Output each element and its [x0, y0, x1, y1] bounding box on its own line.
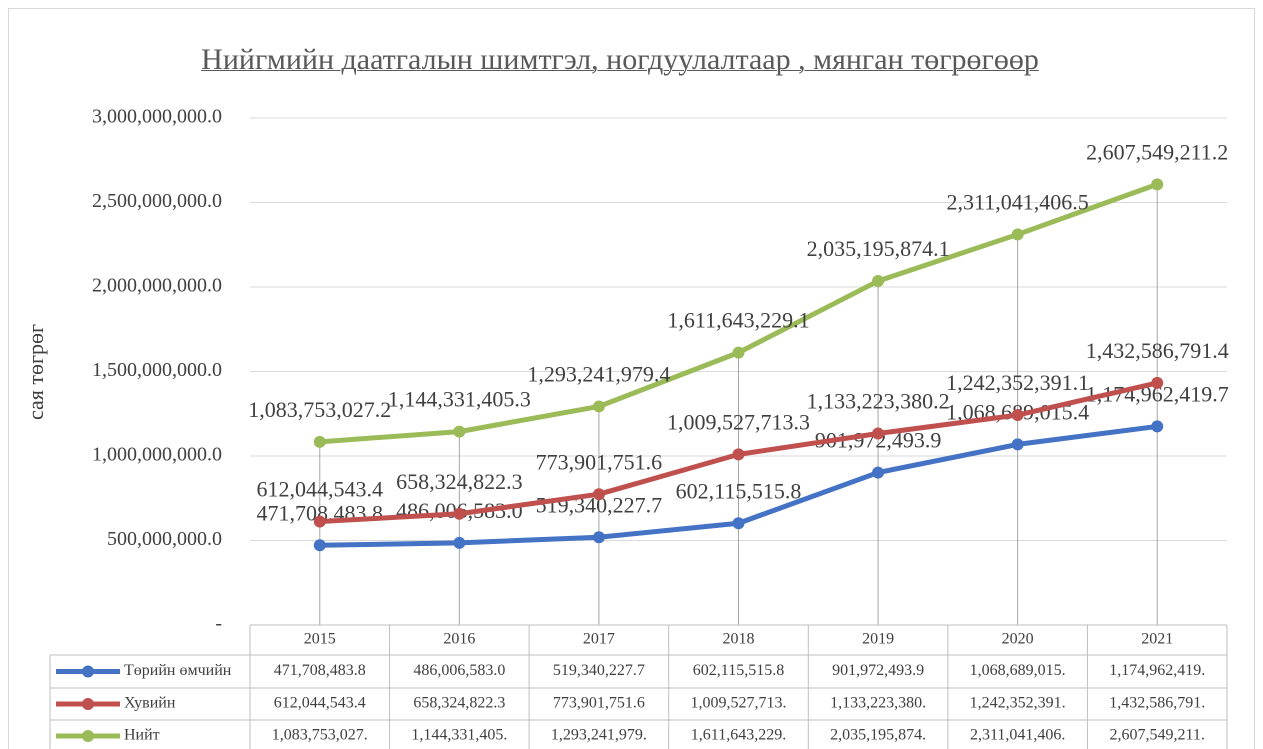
data-point — [872, 275, 885, 288]
data-point — [732, 517, 745, 530]
table-cell: 1,068,689,015. — [970, 662, 1066, 679]
table-cell: 1,133,223,380. — [830, 695, 926, 712]
data-point — [453, 507, 466, 520]
table-cell: 602,115,515.8 — [693, 662, 784, 679]
table-cell: 1,144,331,405. — [411, 727, 507, 744]
table-cell: 658,324,822.3 — [413, 695, 505, 712]
y-tick-label: 1,500,000,000.0 — [92, 359, 222, 381]
data-point — [592, 488, 605, 501]
table-cell: 1,432,586,791. — [1109, 695, 1205, 712]
data-point — [592, 531, 605, 544]
table-cell: 486,006,583.0 — [413, 662, 505, 679]
x-tick-label: 2021 — [1141, 631, 1173, 648]
data-point — [1151, 420, 1164, 433]
x-tick-label: 2018 — [723, 631, 755, 648]
x-tick-label: 2017 — [583, 631, 615, 648]
x-tick-label: 2019 — [862, 631, 894, 648]
y-tick-label: 2,000,000,000.0 — [92, 275, 222, 297]
legend-marker — [82, 665, 94, 678]
data-point — [313, 539, 326, 552]
y-tick-label: 500,000,000.0 — [107, 528, 222, 550]
data-point — [1151, 178, 1164, 191]
table-cell: 1,174,962,419. — [1109, 662, 1205, 679]
data-label: 1,144,331,405.3 — [388, 387, 531, 412]
data-label: 2,607,549,211.2 — [1086, 139, 1228, 164]
legend-label: Хувийн — [124, 695, 176, 712]
table-cell: 1,611,643,229. — [691, 727, 786, 744]
table-cell: 471,708,483.8 — [274, 662, 366, 679]
data-point — [313, 515, 326, 528]
data-label: 773,901,751.6 — [536, 449, 663, 474]
table-cell: 1,242,352,391. — [970, 695, 1066, 712]
data-point — [872, 427, 885, 440]
y-axis-label: сая төгрөг — [23, 324, 48, 420]
table-cell: 2,607,549,211. — [1110, 727, 1205, 744]
chart-title: Нийгмийн даатгалын шимтгэл, ногдуулалтаа… — [201, 43, 1039, 76]
data-label: 1,432,586,791.4 — [1086, 338, 1229, 363]
x-tick-label: 2020 — [1002, 631, 1034, 648]
data-point — [1011, 438, 1024, 451]
table-cell: 773,901,751.6 — [553, 695, 645, 712]
table-cell: 1,293,241,979. — [551, 727, 647, 744]
data-point — [1011, 228, 1024, 241]
data-label: 658,324,822.3 — [396, 469, 523, 494]
data-label: 2,035,195,874.1 — [807, 236, 950, 261]
legend-marker — [82, 698, 94, 710]
y-tick-label: 1,000,000,000.0 — [92, 444, 222, 466]
data-point — [1151, 376, 1164, 389]
x-tick-label: 2015 — [304, 631, 336, 648]
y-tick-label: - — [215, 613, 222, 635]
data-point — [732, 346, 745, 359]
data-point — [732, 448, 745, 461]
data-label: 1,133,223,380.2 — [807, 389, 950, 414]
data-label: 2,311,041,406.5 — [947, 189, 1089, 214]
data-point — [313, 435, 326, 448]
y-tick-label: 3,000,000,000.0 — [92, 106, 222, 128]
data-point — [872, 466, 885, 479]
y-tick-label: 2,500,000,000.0 — [92, 190, 222, 212]
data-label: 612,044,543.4 — [257, 477, 384, 502]
table-cell: 1,009,527,713. — [691, 695, 787, 712]
table-cell: 2,311,041,406. — [970, 727, 1065, 744]
chart-border — [8, 8, 1255, 749]
table-cell: 1,083,753,027. — [272, 727, 368, 744]
table-cell: 612,044,543.4 — [274, 695, 366, 712]
legend-label: Нийт — [124, 727, 160, 744]
data-label: 1,009,527,713.3 — [667, 409, 810, 434]
data-point — [1011, 409, 1024, 422]
data-point — [592, 400, 605, 413]
x-tick-label: 2016 — [443, 631, 475, 648]
legend-marker — [82, 730, 94, 742]
legend-label: Төрийн өмчийн — [124, 662, 232, 679]
table-cell: 901,972,493.9 — [832, 662, 924, 679]
table-cell: 519,340,227.7 — [553, 662, 645, 679]
data-point — [453, 536, 466, 549]
data-label: 1,611,643,229.1 — [667, 308, 809, 333]
data-label: 1,242,352,391.1 — [946, 370, 1089, 395]
data-point — [453, 425, 466, 438]
data-label: 1,293,241,979.4 — [527, 361, 670, 386]
table-cell: 2,035,195,874. — [830, 727, 926, 744]
data-label: 1,083,753,027.2 — [248, 397, 391, 422]
data-label: 602,115,515.8 — [676, 478, 802, 503]
